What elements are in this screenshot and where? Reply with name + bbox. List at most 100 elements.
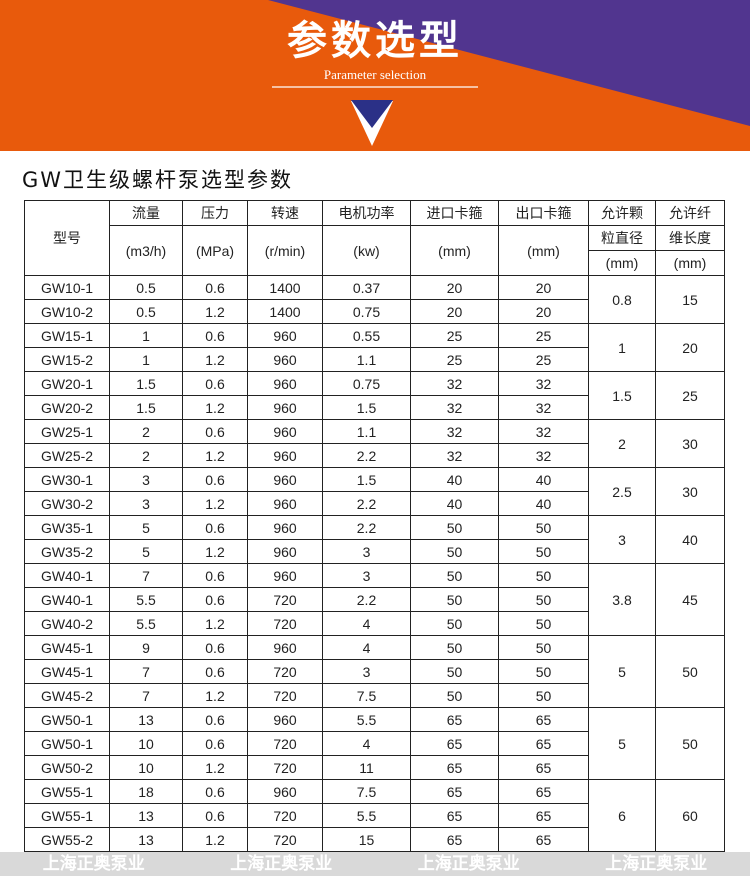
header-label: 转速 (247, 200, 323, 226)
table-cell: 50 (410, 659, 499, 684)
table-cell: 50 (410, 587, 499, 612)
table-cell: 25 (498, 347, 589, 372)
table-cell: 32 (498, 443, 589, 468)
banner-background (0, 0, 750, 151)
table-cell: 65 (410, 827, 499, 852)
table-cell: 7 (109, 659, 183, 684)
table-cell: 20 (410, 299, 499, 324)
table-cell: 20 (498, 275, 589, 300)
fiber-length-cell: 30 (655, 419, 725, 468)
table-cell: 720 (247, 659, 323, 684)
model-cell: GW35-1 (24, 515, 110, 540)
table-cell: 7.5 (322, 779, 411, 804)
table-cell: 1.2 (182, 539, 248, 564)
table-cell: 3 (109, 467, 183, 492)
page-title: GW卫生级螺杆泵选型参数 (22, 168, 294, 192)
table-cell: 0.6 (182, 707, 248, 732)
table-cell: 0.6 (182, 371, 248, 396)
model-cell: GW10-1 (24, 275, 110, 300)
particle-size-cell: 0.8 (588, 275, 656, 324)
table-row: GW45-2 7 1.2 720 7.5 50 50 (24, 683, 725, 708)
table-row: GW45-1 7 0.6 720 3 50 50 (24, 659, 725, 684)
parameter-table: 型号 流量 压力 转速 电机功率 进口卡箍 出口卡箍 允许颗 允许纤 (m3/h) (MPa) (r/… (24, 200, 725, 852)
table-cell: 65 (410, 731, 499, 756)
table-cell: 65 (410, 707, 499, 732)
table-row: GW55-2 13 1.2 720 15 65 65 (24, 827, 725, 852)
model-cell: GW40-1 (24, 563, 110, 588)
table-cell: 0.75 (322, 371, 411, 396)
table-row: GW40-1 5.5 0.6 720 2.2 50 50 (24, 587, 725, 612)
table-cell: 1.2 (182, 683, 248, 708)
fiber-length-cell: 60 (655, 779, 725, 852)
watermark-text: 上海正奥泵业 (605, 854, 708, 874)
table-cell: 1.2 (182, 611, 248, 636)
table-row: GW20-2 1.5 1.2 960 1.5 32 32 (24, 395, 725, 420)
table-cell: 720 (247, 827, 323, 852)
table-cell: 960 (247, 371, 323, 396)
table-cell: 1400 (247, 299, 323, 324)
table-row: GW35-2 5 1.2 960 3 50 50 (24, 539, 725, 564)
table-cell: 720 (247, 683, 323, 708)
header-unit: (mm) (498, 225, 589, 276)
table-cell: 9 (109, 635, 183, 660)
table-cell: 1.5 (322, 395, 411, 420)
table-cell: 7.5 (322, 683, 411, 708)
table-cell: 2.2 (322, 491, 411, 516)
table-cell: 0.6 (182, 779, 248, 804)
header-particle: 允许颗 (588, 200, 656, 226)
table-cell: 4 (322, 635, 411, 660)
table-cell: 1.5 (322, 467, 411, 492)
header-particle: 粒直径 (588, 225, 656, 251)
header-unit: (m3/h) (109, 225, 183, 276)
table-row: GW10-1 0.5 0.6 1400 0.37 20 20 0.8 15 (24, 275, 725, 324)
table-row: GW40-1 7 0.6 960 3 50 50 3.8 45 (24, 563, 725, 636)
header-unit: (mm) (588, 250, 656, 276)
table-cell: 2 (109, 443, 183, 468)
model-cell: GW40-2 (24, 611, 110, 636)
table-row: GW20-1 1.5 0.6 960 0.75 32 32 1.5 25 (24, 371, 725, 420)
header-fiber: 维长度 (655, 225, 725, 251)
model-cell: GW15-2 (24, 347, 110, 372)
table-row: GW40-2 5.5 1.2 720 4 50 50 (24, 611, 725, 636)
model-cell: GW30-1 (24, 467, 110, 492)
header-fiber: 允许纤 (655, 200, 725, 226)
model-cell: GW55-1 (24, 803, 110, 828)
table-cell: 65 (498, 731, 589, 756)
table-cell: 32 (410, 371, 499, 396)
table-cell: 32 (410, 419, 499, 444)
table-cell: 0.55 (322, 323, 411, 348)
table-cell: 720 (247, 755, 323, 780)
model-cell: GW50-1 (24, 731, 110, 756)
watermark-text: 上海正奥泵业 (42, 854, 145, 874)
table-cell: 5.5 (322, 707, 411, 732)
table-cell: 32 (410, 395, 499, 420)
model-cell: GW50-1 (24, 707, 110, 732)
model-cell: GW45-2 (24, 683, 110, 708)
header-label: 流量 (109, 200, 183, 226)
table-cell: 50 (498, 611, 589, 636)
model-cell: GW25-1 (24, 419, 110, 444)
table-cell: 3 (322, 659, 411, 684)
table-row: GW50-1 10 0.6 720 4 65 65 (24, 731, 725, 756)
table-cell: 20 (410, 275, 499, 300)
table-cell: 960 (247, 515, 323, 540)
table-cell: 5.5 (109, 611, 183, 636)
table-cell: 65 (498, 803, 589, 828)
table-cell: 960 (247, 347, 323, 372)
table-cell: 5.5 (109, 587, 183, 612)
table-cell: 3 (322, 539, 411, 564)
table-cell: 0.5 (109, 275, 183, 300)
table-cell: 10 (109, 731, 183, 756)
table-cell: 1.2 (182, 443, 248, 468)
table-cell: 2 (109, 419, 183, 444)
table-cell: 32 (498, 395, 589, 420)
model-cell: GW20-1 (24, 371, 110, 396)
table-cell: 960 (247, 491, 323, 516)
table-cell: 1 (109, 347, 183, 372)
header-unit: (mm) (655, 250, 725, 276)
table-cell: 65 (498, 779, 589, 804)
table-cell: 720 (247, 587, 323, 612)
table-cell: 0.37 (322, 275, 411, 300)
table-cell: 50 (410, 611, 499, 636)
header-label: 电机功率 (322, 200, 411, 226)
